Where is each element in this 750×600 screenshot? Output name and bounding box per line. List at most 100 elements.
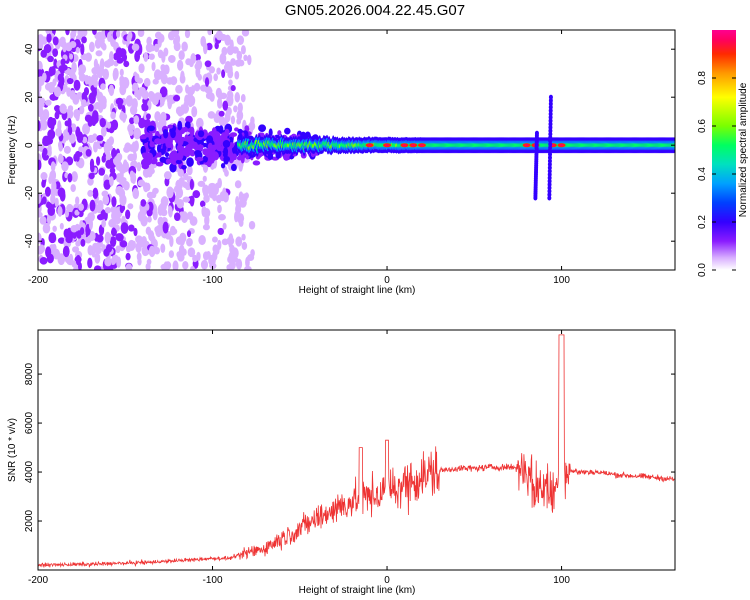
noise-blob: [164, 261, 172, 270]
noise-blob: [224, 111, 231, 123]
transition-blob: [197, 144, 204, 150]
spectrogram-ytick-label: -40: [24, 234, 35, 249]
noise-blob: [73, 79, 81, 91]
noise-blob: [207, 111, 216, 119]
noise-blob: [103, 248, 110, 257]
noise-blob: [221, 46, 228, 56]
transition-blob: [170, 129, 176, 139]
snr-ytick-label: 8000: [24, 363, 35, 386]
noise-blob: [121, 76, 130, 89]
transition-blob: [182, 126, 189, 133]
noise-blob: [41, 196, 47, 205]
noise-blob: [178, 50, 185, 61]
noise-blob: [83, 87, 90, 96]
noise-blob: [189, 178, 194, 191]
noise-blob: [75, 254, 81, 266]
noise-blob: [145, 226, 152, 235]
noise-blob: [204, 77, 210, 87]
noise-blob: [119, 194, 127, 206]
noise-blob: [46, 33, 52, 43]
noise-blob: [76, 131, 84, 143]
noise-blob: [146, 258, 152, 266]
noise-blob: [62, 42, 67, 53]
noise-blob: [75, 112, 80, 122]
noise-blob: [62, 245, 70, 258]
noise-blob: [51, 180, 57, 193]
noise-blob: [154, 92, 162, 101]
snr-panel: -200 -100 0 100 2000 4000 6000 8000 Height of s…: [7, 329, 676, 596]
noise-blob: [148, 53, 155, 60]
noise-blob: [120, 222, 129, 234]
noise-blob: [163, 47, 169, 57]
noise-blob: [38, 69, 44, 76]
colorbar-tick-label: 0.0: [697, 263, 708, 277]
noise-blob: [74, 209, 80, 216]
noise-blob: [117, 100, 123, 110]
noise-blob: [241, 241, 248, 251]
noise-blob: [38, 41, 44, 50]
snr-xtick-label: 100: [553, 575, 570, 586]
noise-blob: [44, 186, 51, 197]
noise-blob: [79, 105, 85, 115]
noise-blob: [176, 59, 184, 71]
noise-blob: [54, 197, 59, 208]
noise-blob: [170, 76, 178, 86]
colorbar-tick-label: 0.2: [697, 215, 708, 229]
transition-blob: [284, 127, 291, 135]
transition-blob: [230, 163, 237, 172]
transition-blob: [237, 128, 243, 135]
transition-blob: [177, 136, 184, 147]
noise-blob: [222, 192, 229, 203]
noise-blob: [116, 233, 124, 242]
noise-blob: [173, 94, 181, 102]
noise-blob: [71, 61, 77, 74]
noise-blob: [202, 223, 210, 231]
transition-blob: [258, 124, 267, 132]
noise-blob: [52, 36, 59, 46]
noise-blob: [93, 78, 98, 88]
noise-blob: [163, 171, 172, 180]
snr-xlabel: Height of straight line (km): [299, 585, 416, 596]
noise-blob: [208, 66, 216, 74]
noise-blob: [244, 192, 249, 199]
noise-blob: [42, 72, 47, 82]
noise-blob: [61, 161, 69, 172]
noise-blob: [68, 109, 74, 119]
noise-blob: [125, 95, 133, 107]
noise-blob: [93, 102, 102, 110]
noise-blob: [112, 67, 119, 80]
snr-axes: -200 -100 0 100 2000 4000 6000 8000: [24, 330, 675, 586]
noise-blob: [234, 59, 242, 67]
noise-blob: [108, 218, 117, 228]
noise-blob: [235, 258, 243, 270]
noise-blob: [38, 192, 42, 205]
snr-frame: [37, 329, 676, 571]
noise-blob: [48, 175, 53, 185]
noise-blob: [236, 109, 244, 121]
noise-blob: [184, 30, 191, 39]
noise-blob: [88, 41, 95, 53]
noise-blob: [182, 261, 189, 270]
noise-blob: [45, 246, 52, 258]
noise-blob: [221, 69, 226, 79]
noise-blob: [205, 42, 213, 51]
transition-blob: [141, 158, 149, 168]
noise-blob: [180, 211, 189, 224]
noise-blob: [115, 185, 124, 196]
noise-blob: [159, 118, 165, 128]
noise-blob: [80, 53, 89, 61]
noise-blob: [104, 206, 112, 214]
noise-blob: [42, 108, 50, 120]
transition-blob: [163, 130, 169, 139]
noise-blob: [110, 205, 116, 214]
noise-blob: [234, 70, 240, 80]
transition-blob: [162, 143, 167, 152]
noise-blob: [197, 73, 202, 81]
noise-blob: [187, 98, 195, 107]
noise-blob: [134, 73, 140, 83]
noise-blob: [164, 177, 170, 187]
noise-blob: [111, 196, 117, 208]
noise-blob: [215, 87, 222, 99]
transition-blob: [234, 127, 239, 132]
